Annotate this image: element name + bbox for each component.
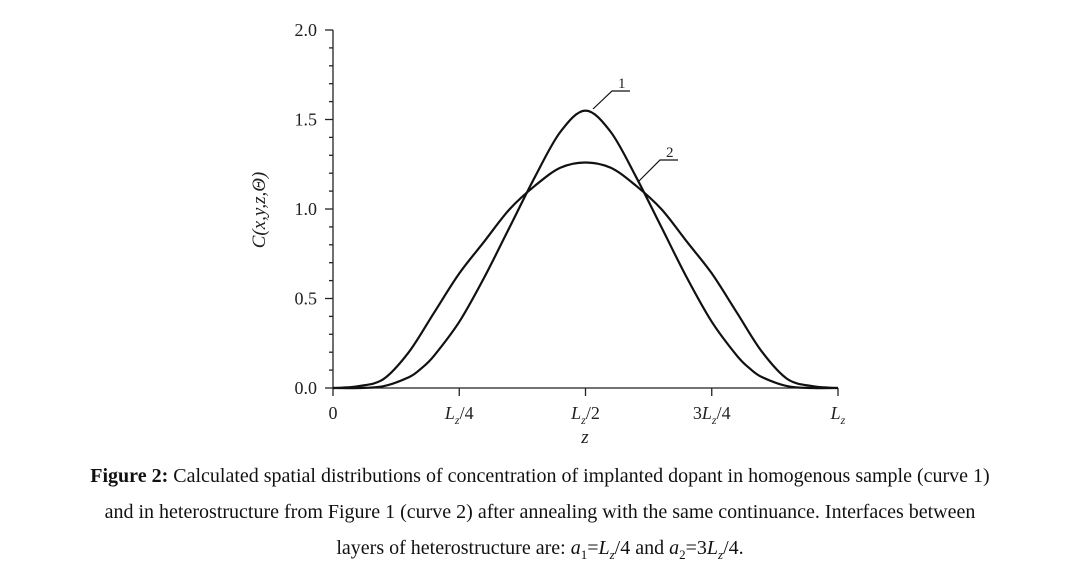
caption-a2: a <box>669 537 680 559</box>
y-tick-label: 0.5 <box>295 289 318 309</box>
caption-line-3: layers of heterostructure are: a1=Lz/4 a… <box>10 530 1070 573</box>
series-2-line <box>332 161 839 390</box>
caption-a1: a <box>570 537 581 559</box>
x-tick-label: Lz <box>830 403 846 427</box>
series-1-leader <box>592 90 630 110</box>
caption-frac2: /4. <box>723 537 744 559</box>
caption-eq2: =3 <box>685 537 707 559</box>
caption-text-3: layers of heterostructure are: <box>336 537 571 559</box>
figure-caption: Figure 2: Calculated spatial distributio… <box>10 458 1070 573</box>
caption-L2-sub: z <box>718 547 724 562</box>
caption-line-2: and in heterostructure from Figure 1 (cu… <box>104 501 976 523</box>
caption-L1: L <box>598 537 610 559</box>
y-tick-label: 1.5 <box>295 110 318 130</box>
series-1-label: 1 <box>618 76 626 92</box>
chart: 0.0 0.5 1.0 1.5 2.0 0 Lz/4 Lz/2 3Lz/4 Lz C(x,y,z… <box>249 20 846 448</box>
x-axis-label: z <box>580 427 589 448</box>
series-2-label: 2 <box>666 145 674 161</box>
series-1-line <box>332 109 839 390</box>
series-2-leader <box>637 159 678 183</box>
y-tick-label: 1.0 <box>295 199 318 219</box>
y-ticks: 0.0 0.5 1.0 1.5 2.0 <box>295 20 333 398</box>
caption-label: Figure 2: <box>90 465 169 487</box>
caption-a1-sub: 1 <box>580 547 588 562</box>
caption-text-1: Calculated spatial distributions of conc… <box>168 465 990 487</box>
x-ticks: 0 Lz/4 Lz/2 3Lz/4 Lz <box>329 388 846 427</box>
y-tick-label: 2.0 <box>295 20 318 40</box>
x-tick-label: Lz/4 <box>444 403 474 427</box>
caption-a2-sub: 2 <box>679 547 686 562</box>
x-tick-label: 3Lz/4 <box>693 403 731 427</box>
caption-line-1: Figure 2: Calculated spatial distributio… <box>10 458 1070 494</box>
x-tick-label: 0 <box>329 403 338 423</box>
x-tick-label: Lz/2 <box>570 403 600 427</box>
caption-eq1: = <box>587 537 599 559</box>
caption-L2: L <box>706 537 718 559</box>
y-tick-label: 0.0 <box>295 378 318 398</box>
caption-frac1: /4 and <box>614 537 670 559</box>
caption-L1-sub: z <box>609 547 615 562</box>
y-axis-label: C(x,y,z,Θ) <box>249 172 270 249</box>
